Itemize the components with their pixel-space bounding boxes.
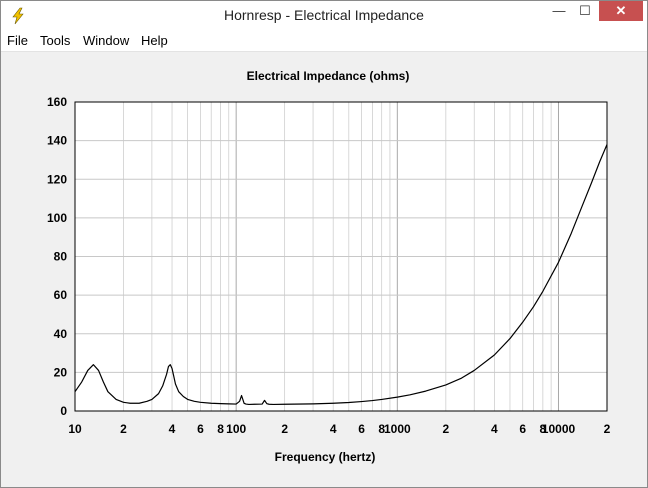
plot-border: [74, 101, 608, 412]
x-tick-label: 8: [217, 422, 224, 436]
menu-bar: File Tools Window Help: [1, 31, 647, 52]
plot-area: Electrical Impedance (ohms) Frequency (he…: [7, 52, 642, 482]
x-tick-label: 4: [169, 422, 176, 436]
x-tick-label: 6: [197, 422, 204, 436]
y-tick-label: 40: [54, 327, 68, 341]
x-tick-label: 4: [330, 422, 337, 436]
impedance-chart: Electrical Impedance (ohms) Frequency (he…: [47, 69, 611, 464]
y-tick-label: 60: [54, 288, 68, 302]
x-tick-label: 100: [226, 422, 246, 436]
x-tick-label: 2: [120, 422, 127, 436]
impedance-curve: [74, 144, 608, 406]
y-tick-label: 80: [54, 250, 68, 264]
x-axis-label: Frequency (hertz): [275, 450, 376, 464]
y-tick-label: 160: [47, 95, 67, 109]
minimize-button[interactable]: —: [552, 3, 566, 18]
x-tick-label: 10000: [542, 422, 576, 436]
y-tick-label: 20: [54, 365, 68, 379]
window-title: Hornresp - Electrical Impedance: [224, 7, 424, 23]
x-tick-label: 2: [281, 422, 288, 436]
x-tick-label: 1000: [384, 422, 411, 436]
x-tick-label: 6: [358, 422, 365, 436]
lightning-bolt-icon: [12, 7, 24, 25]
menu-file[interactable]: File: [7, 33, 28, 48]
y-tick-label: 120: [47, 172, 67, 186]
menu-help[interactable]: Help: [141, 33, 168, 48]
x-tick-label: 8: [378, 422, 385, 436]
menu-window[interactable]: Window: [83, 33, 130, 48]
y-tick-label: 100: [47, 211, 67, 225]
x-tick-label: 6: [519, 422, 526, 436]
y-tick-label: 140: [47, 134, 67, 148]
title-bar[interactable]: Hornresp - Electrical Impedance — ☐ ✕: [1, 1, 647, 31]
menu-tools[interactable]: Tools: [40, 33, 71, 48]
close-button[interactable]: ✕: [599, 1, 643, 21]
x-tick-label: 8: [540, 422, 547, 436]
y-tick-label: 0: [60, 404, 67, 418]
x-tick-label: 2: [604, 422, 611, 436]
chart-title: Electrical Impedance (ohms): [247, 69, 410, 83]
x-tick-label: 4: [491, 422, 498, 436]
x-tick-label: 10: [68, 422, 82, 436]
maximize-button[interactable]: ☐: [579, 3, 591, 18]
x-tick-label: 2: [442, 422, 449, 436]
